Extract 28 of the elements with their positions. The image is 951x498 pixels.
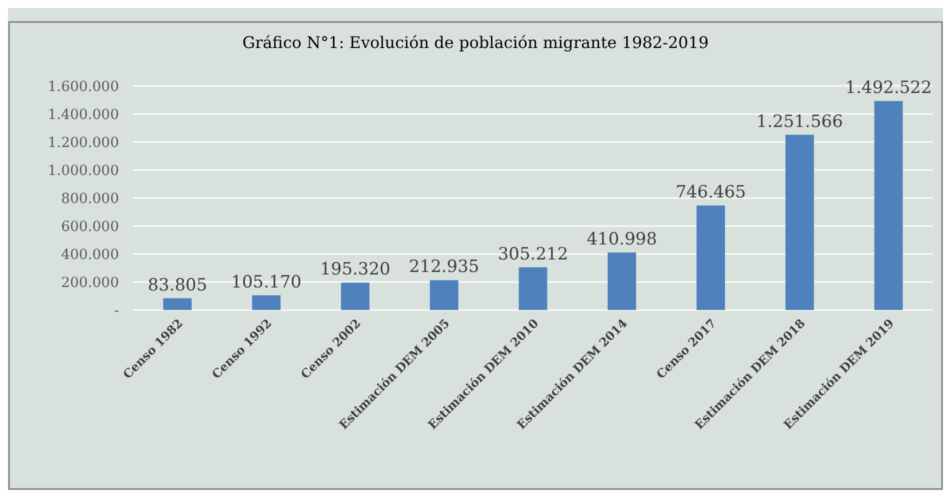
bar: [874, 101, 903, 310]
chart-title: Gráfico N°1: Evolución de población migrante 1982-2019: [242, 33, 709, 52]
bar: [696, 205, 725, 310]
y-tick-label: 1.200.000: [48, 134, 119, 151]
bar: [430, 280, 458, 310]
bar: [608, 252, 636, 310]
data-label: 83.805: [148, 275, 208, 296]
data-label: 746.465: [676, 182, 746, 202]
data-label: 195.320: [320, 260, 390, 280]
data-label: 212.935: [408, 257, 480, 278]
bar: [163, 298, 192, 310]
bar: [518, 267, 548, 310]
data-label: 105.170: [231, 272, 302, 292]
bar: [252, 295, 281, 310]
bar: [341, 282, 370, 310]
y-tick-label: 600.000: [61, 218, 119, 235]
y-tick-label: 1.000.000: [48, 162, 119, 179]
data-label: 410.998: [586, 229, 658, 250]
bar: [785, 134, 814, 310]
y-tick-label: 1.400.000: [48, 106, 119, 123]
y-tick-label: 400.000: [61, 246, 119, 263]
data-label: 1.251.566: [756, 112, 843, 132]
y-tick-label: -: [114, 302, 120, 319]
data-label: 305.212: [498, 244, 568, 264]
y-tick-label: 200.000: [61, 274, 119, 291]
y-tick-label: 800.000: [61, 190, 119, 207]
y-tick-label: 1.600.000: [48, 78, 119, 95]
data-label: 1.492.522: [845, 78, 932, 98]
